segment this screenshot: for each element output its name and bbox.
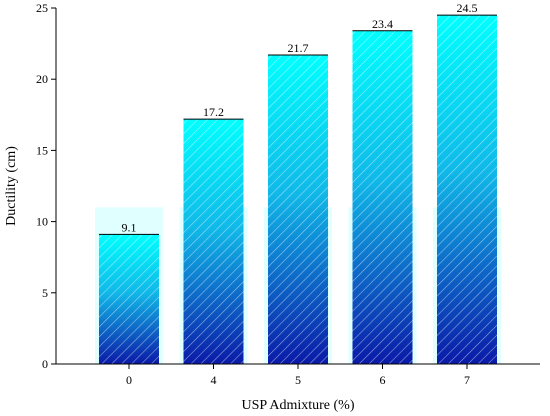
x-tick-label: 5 <box>295 373 301 387</box>
data-label-5: 21.7 <box>288 41 309 55</box>
y-tick-label: 15 <box>36 143 48 157</box>
x-ticks-layer: 0 4 5 6 7 <box>126 364 470 387</box>
bar-7 <box>437 14 497 365</box>
y-tick-label: 10 <box>36 215 48 229</box>
y-tick-label: 25 <box>36 1 48 15</box>
x-tick-label: 7 <box>464 373 470 387</box>
data-label-7: 24.5 <box>457 1 478 15</box>
data-label-4: 17.2 <box>203 105 224 119</box>
bars-layer <box>95 14 501 365</box>
y-axis-title: Ductility (cm) <box>4 146 19 226</box>
bar-5 <box>268 54 328 364</box>
y-tick-label: 5 <box>42 286 48 300</box>
y-tick-label: 0 <box>42 357 48 371</box>
bar-4 <box>183 118 244 365</box>
data-labels-layer: 9.1 17.2 21.7 23.4 24.5 <box>122 1 478 234</box>
data-label-6: 23.4 <box>372 17 393 31</box>
y-ticks-layer: 0 5 10 15 20 25 <box>36 1 56 371</box>
bar-0 <box>99 233 159 364</box>
x-tick-label: 6 <box>380 373 386 387</box>
data-label-0: 9.1 <box>122 220 137 234</box>
x-axis-title: USP Admixture (%) <box>241 398 354 413</box>
x-tick-label: 4 <box>211 373 217 387</box>
bar-6 <box>352 30 413 365</box>
y-tick-label: 20 <box>36 72 48 86</box>
x-tick-label: 0 <box>126 373 132 387</box>
